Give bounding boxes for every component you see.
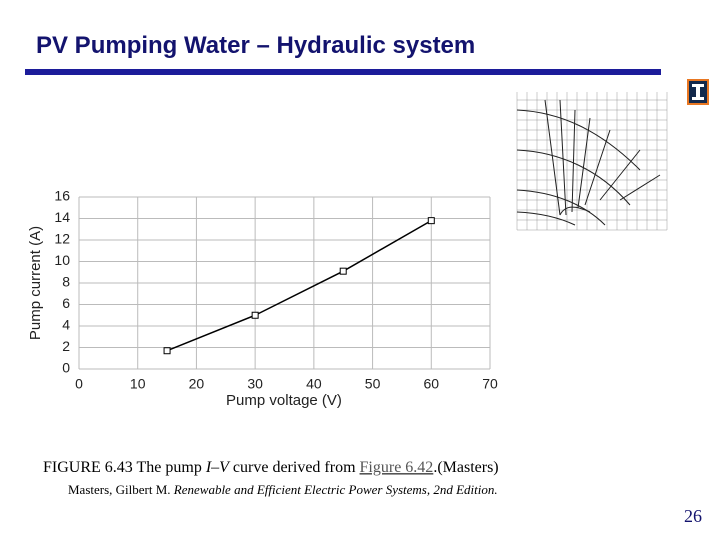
y-tick-label: 8 xyxy=(62,274,70,290)
y-tick-label: 16 xyxy=(54,188,70,204)
reference-author: Masters, Gilbert M. xyxy=(68,482,174,497)
reference-title: Renewable and Efficient Electric Power S… xyxy=(173,482,498,497)
x-tick-label: 40 xyxy=(306,376,322,392)
logo xyxy=(687,79,709,105)
x-tick-label: 10 xyxy=(130,376,146,392)
reference: Masters, Gilbert M. Renewable and Effici… xyxy=(68,482,498,497)
y-tick-label: 2 xyxy=(62,338,70,354)
y-tick-label: 6 xyxy=(62,295,70,311)
figure-caption: FIGURE 6.43 The pump I–V curve derived f… xyxy=(43,459,499,476)
x-tick-label: 0 xyxy=(75,376,83,392)
data-marker xyxy=(427,217,435,225)
x-tick-label: 20 xyxy=(189,376,205,392)
caption-text: .(Masters) xyxy=(433,459,498,476)
data-line xyxy=(166,219,432,352)
x-tick-label: 60 xyxy=(423,376,439,392)
pump-curve-image xyxy=(497,90,669,240)
x-tick-label: 50 xyxy=(365,376,381,392)
data-marker xyxy=(163,347,171,355)
caption-link[interactable]: Figure 6.42 xyxy=(360,459,434,476)
y-tick-label: 10 xyxy=(54,252,70,268)
title-rule xyxy=(25,69,661,75)
x-tick-label: 70 xyxy=(482,376,498,392)
y-axis-label: Pump current (A) xyxy=(27,226,44,340)
x-axis-label: Pump voltage (V) xyxy=(226,392,342,409)
x-tick-label: 30 xyxy=(247,376,263,392)
y-tick-label: 0 xyxy=(62,360,70,376)
page-number: 26 xyxy=(684,506,702,526)
caption-text: I–V xyxy=(205,459,231,476)
caption-text: FIGURE 6.43 The pump xyxy=(43,459,206,476)
y-tick-label: 4 xyxy=(62,317,70,333)
y-tick-label: 12 xyxy=(54,231,70,247)
slide-title: PV Pumping Water – Hydraulic system xyxy=(36,32,475,59)
data-marker xyxy=(339,267,347,275)
caption-text: curve derived from xyxy=(229,459,360,476)
data-marker xyxy=(251,311,259,319)
y-tick-label: 14 xyxy=(54,209,70,225)
chart: Pump current (A) Pump voltage (V) 0 2 4 6 8 1… xyxy=(27,188,498,409)
